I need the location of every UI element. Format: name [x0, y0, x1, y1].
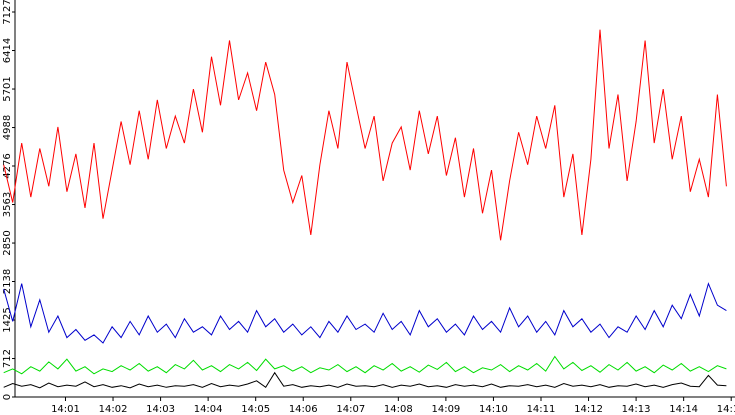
x-tick-label: 14:09 [431, 404, 460, 415]
y-tick-label: 3563 [2, 192, 13, 217]
y-tick-label: 5701 [2, 76, 13, 101]
y-tick-label: 712 [2, 349, 13, 368]
x-tick-label: 14:04 [194, 404, 223, 415]
y-tick-label: 2138 [2, 269, 13, 294]
x-tick-label: 14:08 [384, 404, 413, 415]
x-tick-label: 14:02 [99, 404, 128, 415]
x-tick-label: 14:13 [622, 404, 651, 415]
y-tick-label: 0 [2, 394, 13, 400]
y-tick-label: 6414 [2, 38, 13, 63]
x-tick-label: 14:03 [146, 404, 175, 415]
x-tick-label: 14:05 [241, 404, 270, 415]
y-tick-label: 7127 [2, 0, 13, 25]
x-tick-label: 14:12 [574, 404, 603, 415]
series-line [3, 355, 727, 375]
y-tick-label: 4276 [2, 153, 13, 178]
x-tick-label: 14:07 [336, 404, 365, 415]
x-tick-label: 14:11 [527, 404, 556, 415]
y-tick-label: 2850 [2, 230, 13, 255]
series-line [3, 29, 727, 241]
series-line [3, 282, 727, 344]
y-tick-label: 4988 [2, 115, 13, 140]
series-line [3, 371, 727, 389]
y-tick-label: 1425 [2, 307, 13, 332]
x-tick-label: 14:15 [717, 404, 735, 415]
x-tick-label: 14:10 [479, 404, 508, 415]
x-tick-label: 14:01 [51, 404, 80, 415]
x-tick-label: 14:06 [289, 404, 318, 415]
x-tick-label: 14:14 [669, 404, 698, 415]
